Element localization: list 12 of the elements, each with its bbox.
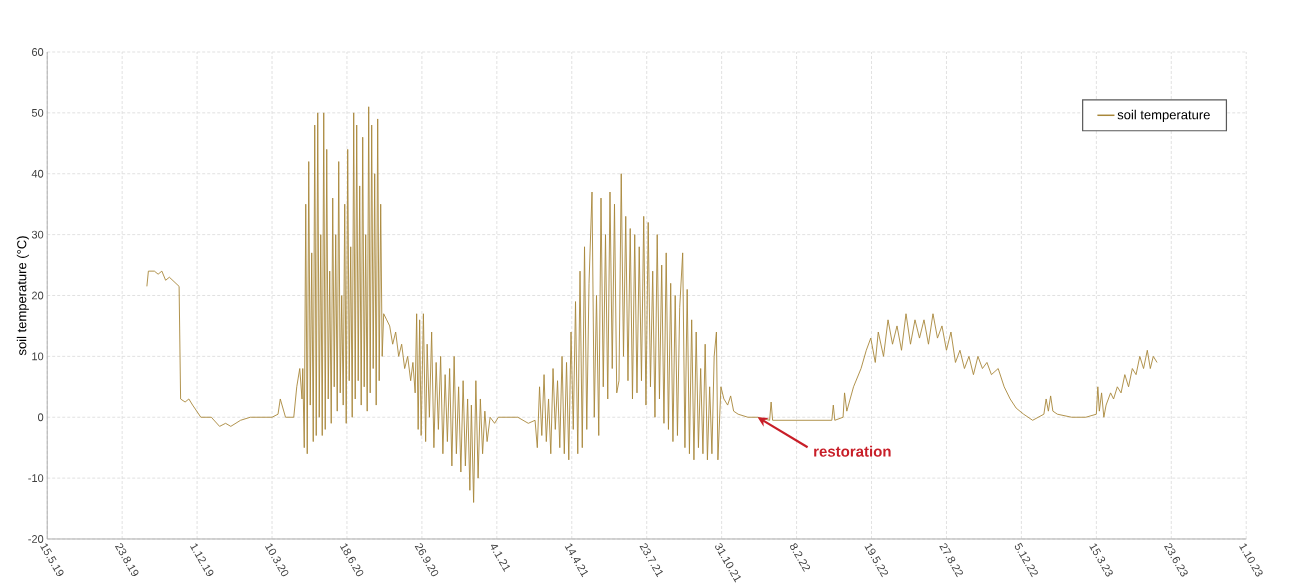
- y-axis-title: soil temperature (°C): [16, 236, 29, 356]
- y-tick-label: 30: [31, 230, 44, 239]
- y-tick-label: -10: [28, 474, 44, 483]
- y-tick-label: 20: [32, 291, 44, 300]
- y-tick-label: 40: [31, 170, 44, 178]
- y-tick-label: 60: [32, 48, 44, 57]
- legend-label: soil temperature: [1117, 109, 1210, 123]
- y-tick-label: 50: [31, 109, 44, 117]
- y-tick-label: 0: [37, 413, 44, 422]
- y-tick-label: -20: [28, 535, 44, 544]
- annotation: restoration: [814, 445, 891, 457]
- y-tick-label: 10: [32, 352, 44, 361]
